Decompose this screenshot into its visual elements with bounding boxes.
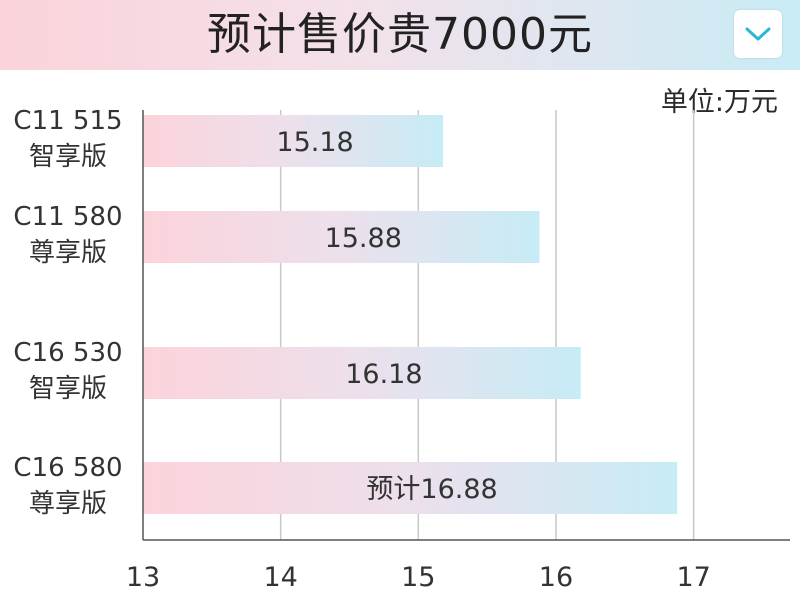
category-label: C11 580 bbox=[13, 202, 122, 232]
category-label: 尊享版 bbox=[29, 238, 107, 268]
page-title: 预计售价贵7000元 bbox=[207, 9, 593, 60]
bar bbox=[143, 211, 540, 263]
data-label: 16.18 bbox=[345, 359, 422, 390]
category-label: C11 515 bbox=[13, 106, 122, 136]
x-tick-label: 15 bbox=[401, 562, 435, 593]
x-tick-label: 14 bbox=[263, 562, 297, 593]
dropdown-button[interactable] bbox=[734, 10, 782, 58]
category-label: C16 530 bbox=[13, 338, 122, 368]
category-label: C16 580 bbox=[13, 453, 122, 483]
data-label: 15.88 bbox=[325, 223, 402, 254]
x-tick-label: 13 bbox=[126, 562, 160, 593]
data-label: 预计16.88 bbox=[366, 474, 497, 505]
x-tick-label: 16 bbox=[539, 562, 573, 593]
x-tick-label: 17 bbox=[676, 562, 710, 593]
chevron-down-icon bbox=[745, 27, 771, 41]
unit-label: 单位:万元 bbox=[660, 87, 778, 118]
bar bbox=[143, 115, 444, 167]
bar bbox=[143, 347, 581, 399]
category-label: 智享版 bbox=[29, 142, 107, 172]
bar bbox=[143, 462, 678, 514]
data-label: 15.18 bbox=[276, 127, 353, 158]
category-label: 智享版 bbox=[29, 374, 107, 404]
category-label: 尊享版 bbox=[29, 489, 107, 519]
title-bar bbox=[0, 0, 800, 70]
